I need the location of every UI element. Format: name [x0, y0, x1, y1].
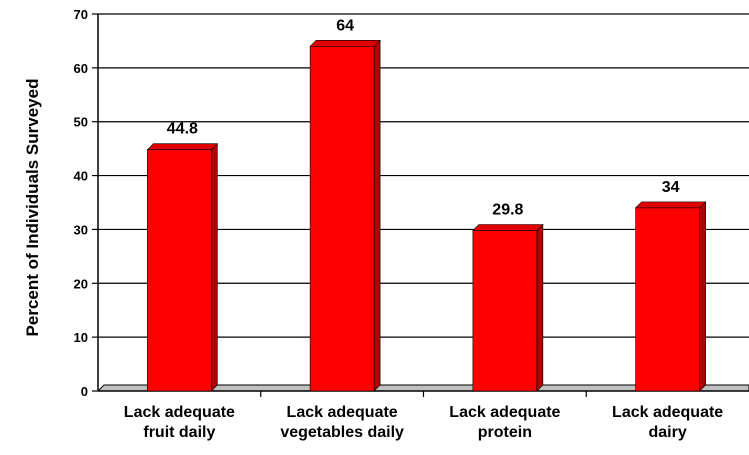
data-label: 29.8: [492, 202, 523, 219]
y-tick-label: 30: [74, 222, 88, 237]
bar-front: [309, 46, 375, 392]
bar-top: [146, 143, 219, 151]
x-category-label-line: vegetables daily: [280, 424, 404, 441]
bar: [634, 201, 707, 392]
bar: [472, 223, 544, 392]
bar-front: [635, 207, 700, 392]
x-category-label: Lack adequate dairy: [612, 404, 723, 441]
bar-side: [211, 142, 218, 392]
y-tick-label: 10: [74, 330, 88, 345]
bars: 44.8 64 29.8 34: [146, 17, 707, 392]
bar-top: [309, 40, 381, 47]
bar-side: [536, 223, 544, 392]
data-label: 34: [662, 179, 680, 196]
y-tick-label: 70: [74, 7, 88, 22]
data-label: 44.8: [167, 121, 198, 138]
y-tick-label: 0: [81, 384, 88, 399]
bar-front: [472, 230, 538, 392]
x-axis: Lack adequate fruit daily Lack adequate veg…: [124, 391, 723, 441]
x-category-label-line: dairy: [649, 424, 687, 441]
x-category-label-line: Lack adequate: [612, 404, 723, 421]
bar-side: [373, 39, 381, 392]
x-category-label-line: Lack adequate: [449, 404, 560, 421]
x-category-label-line: protein: [478, 424, 532, 441]
x-category-label-line: Lack adequate: [287, 404, 398, 421]
bar-top: [634, 201, 707, 209]
data-label: 64: [336, 17, 354, 34]
x-category-label-line: Lack adequate: [124, 404, 235, 421]
bar-side: [699, 201, 706, 392]
y-tick-label: 60: [74, 61, 88, 76]
bar: [309, 39, 381, 392]
y-tick-label: 20: [74, 276, 88, 291]
y-tick-label: 40: [74, 169, 88, 184]
bar-top: [472, 224, 544, 231]
x-category-label: Lack adequate fruit daily: [124, 404, 235, 441]
x-category-label: Lack adequate vegetables daily: [280, 404, 404, 441]
bar-front: [147, 149, 212, 392]
y-tick-label: 50: [74, 115, 88, 130]
y-axis-title: Percent of Individuals Surveyed: [23, 79, 42, 337]
bar: [146, 142, 219, 392]
x-category-label: Lack adequate protein: [449, 404, 560, 441]
x-category-label-line: fruit daily: [143, 424, 215, 441]
